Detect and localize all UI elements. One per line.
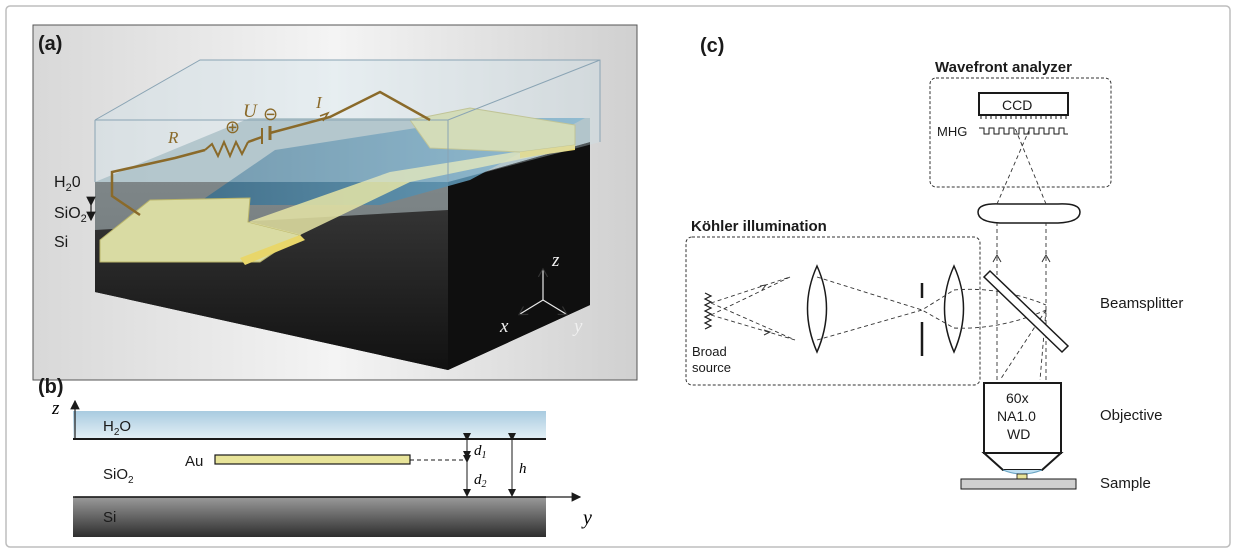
silicon-side-face bbox=[448, 142, 590, 370]
plus-sign: ⊕ bbox=[225, 117, 240, 137]
axis-z-label: z bbox=[551, 250, 560, 271]
oxide-label-b: SiO2 bbox=[103, 466, 134, 486]
source-rays bbox=[710, 276, 796, 341]
water-box-edge-top bbox=[94, 59, 601, 142]
kohler-illumination-box bbox=[685, 236, 981, 386]
voltage-label: U bbox=[243, 101, 258, 122]
gold-stripe bbox=[214, 454, 411, 465]
gold-label-b: Au bbox=[185, 453, 203, 470]
panel-b-label: (b) bbox=[38, 376, 64, 398]
grating-mhg bbox=[979, 127, 1068, 135]
panel-a-label: (a) bbox=[38, 33, 62, 55]
objective-wd: WD bbox=[1007, 426, 1030, 442]
objective-label: Objective bbox=[1100, 407, 1163, 424]
current-label: I bbox=[315, 93, 323, 112]
relay-rays bbox=[816, 276, 955, 341]
objective-body bbox=[983, 382, 1062, 454]
gold-wire bbox=[248, 148, 555, 235]
resistor-symbol bbox=[204, 139, 249, 159]
axis-y-arrow bbox=[542, 299, 566, 314]
beamsplitter-plate bbox=[982, 269, 1070, 354]
axis-x-arrow bbox=[520, 299, 544, 314]
imaging-rays bbox=[996, 127, 1047, 380]
h-label: h bbox=[519, 461, 527, 477]
gold-pad-right-edge bbox=[520, 145, 575, 158]
d1-label: d1 bbox=[474, 443, 487, 461]
ccd-sensor bbox=[978, 92, 1069, 116]
source-label-1: Broad bbox=[692, 344, 727, 359]
ccd-pins bbox=[980, 115, 1067, 119]
upward-ray-arrows bbox=[992, 253, 1051, 263]
oxide-layer-label: SiO2 bbox=[54, 205, 87, 225]
water-label-b: H2O bbox=[103, 418, 131, 438]
circuit-wire-mid bbox=[247, 135, 263, 144]
current-arrow bbox=[319, 111, 330, 122]
objective-na: NA1.0 bbox=[997, 408, 1036, 424]
water-box bbox=[95, 60, 600, 182]
panel-b: (b) z y H2O SiO2 Si Au d1 d2 h bbox=[38, 376, 592, 537]
minus-sign: ⊖ bbox=[263, 104, 278, 124]
downward-rays bbox=[999, 309, 1047, 381]
silicon-label-b: Si bbox=[103, 509, 116, 526]
objective-mag: 60x bbox=[1006, 390, 1029, 406]
kohler-lens-1 bbox=[806, 264, 828, 354]
sample-label: Sample bbox=[1100, 475, 1151, 492]
ray-direction-arrows bbox=[759, 284, 772, 336]
panel-a: (a) R U ⊕ ⊖ I H20 bbox=[32, 24, 638, 381]
illumination-rays bbox=[953, 288, 1047, 329]
panel-c-label: (c) bbox=[700, 35, 724, 57]
tube-lens bbox=[977, 203, 1081, 224]
circuit-wire-right bbox=[269, 90, 431, 135]
resistor-label: R bbox=[167, 128, 179, 147]
circuit-wire-left bbox=[110, 148, 206, 217]
axis-y-label: y bbox=[572, 316, 583, 337]
kohler-lens-2 bbox=[943, 264, 965, 354]
wavefront-analyzer-title: Wavefront analyzer bbox=[935, 59, 1072, 76]
mhg-label: MHG bbox=[937, 124, 967, 139]
broad-source-coil bbox=[703, 292, 713, 330]
panel-c: (c) Wavefront analyzer CCD MHG Köhler il… bbox=[685, 35, 1183, 492]
sample-stage bbox=[960, 478, 1077, 490]
silicon-layer-label: Si bbox=[54, 234, 68, 251]
wavefront-analyzer-box bbox=[929, 77, 1112, 188]
gold-pad-left-edge bbox=[240, 235, 305, 265]
source-label-2: source bbox=[692, 360, 731, 375]
water-layer-label: H20 bbox=[54, 174, 81, 194]
water-layer bbox=[73, 411, 546, 439]
silicon-layer bbox=[73, 497, 546, 537]
kohler-title: Köhler illumination bbox=[691, 218, 827, 235]
beamsplitter-label: Beamsplitter bbox=[1100, 295, 1183, 312]
axis-z-label-b: z bbox=[51, 398, 60, 419]
axis-x-label: x bbox=[499, 316, 509, 337]
ccd-label: CCD bbox=[1002, 97, 1032, 113]
sample-chip bbox=[1016, 473, 1028, 480]
d2-label: d2 bbox=[474, 472, 487, 490]
axis-y-label-b: y bbox=[581, 507, 592, 529]
